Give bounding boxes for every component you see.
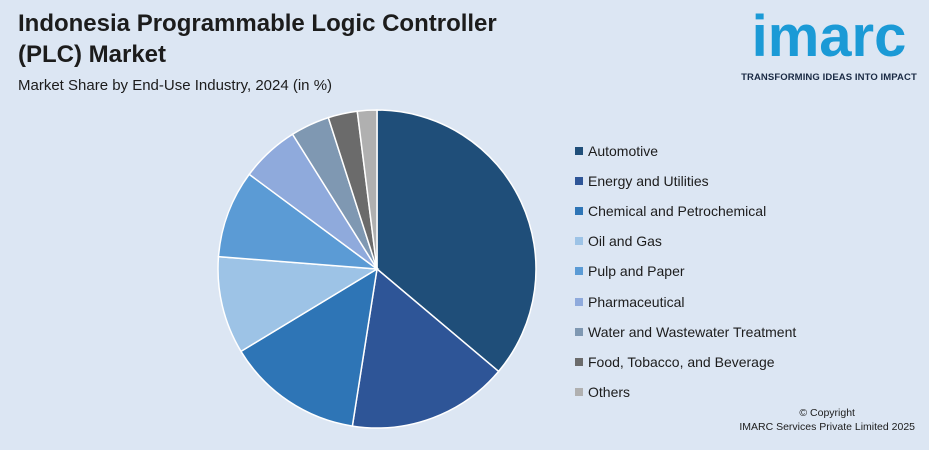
legend-item-pharmaceutical: Pharmaceutical (575, 286, 796, 316)
legend-swatch (575, 237, 583, 246)
pie-slice-energy-and-utilities (351, 267, 500, 429)
legend-item-automotive: Automotive (575, 136, 796, 166)
legend-label: Energy and Utilities (588, 173, 709, 190)
legend-swatch (575, 147, 583, 156)
legend-label: Water and Wastewater Treatment (588, 323, 797, 340)
legend-swatch (575, 387, 583, 396)
legend-label: Automotive (588, 143, 659, 160)
legend-item-water-and-wastewater-treatment: Water and Wastewater Treatment (575, 317, 796, 347)
legend-swatch (575, 177, 583, 186)
legend-swatch (575, 357, 583, 366)
imarc-logo: imarc TRANSFORMING IDEAS INTO IMPACT (738, 4, 920, 90)
chart-title: Indonesia Programmable Logic Controller … (18, 8, 618, 70)
legend-item-energy-and-utilities: Energy and Utilities (575, 166, 796, 196)
legend-swatch (575, 297, 583, 306)
legend-swatch (575, 327, 583, 336)
legend-item-chemical-and-petrochemical: Chemical and Petrochemical (575, 196, 796, 226)
legend-label: Pulp and Paper (588, 263, 685, 280)
chart-legend: Automotive Energy and Utilities Chemical a… (575, 136, 796, 407)
legend-item-others: Others (575, 377, 796, 407)
legend-swatch (575, 267, 583, 276)
legend-label: Pharmaceutical (588, 293, 685, 310)
pie-slice-others (356, 109, 378, 270)
legend-label: Oil and Gas (588, 233, 662, 250)
title-line-2: (PLC) Market (18, 41, 167, 68)
legend-label: Chemical and Petrochemical (588, 203, 767, 220)
legend-swatch (575, 207, 583, 216)
legend-label: Others (588, 383, 631, 400)
chart-subtitle: Market Share by End-Use Industry, 2024 (… (18, 77, 333, 94)
copyright-line-1: © Copyright (799, 407, 855, 419)
title-line-1: Indonesia Programmable Logic Controller (18, 10, 497, 37)
pie-slice-chemical-and-petrochemical (239, 267, 378, 427)
legend-item-food-tobacco-and-beverage: Food, Tobacco, and Beverage (575, 347, 796, 377)
pie-slice-oil-and-gas (217, 255, 380, 353)
logo-wordmark: imarc (751, 4, 907, 69)
pie-slice-automotive (376, 109, 537, 373)
copyright-notice: © Copyright IMARC Services Private Limit… (739, 406, 915, 434)
legend-label: Food, Tobacco, and Beverage (588, 353, 775, 370)
legend-item-pulp-and-paper: Pulp and Paper (575, 256, 796, 286)
pie-slice-pulp-and-paper (217, 173, 380, 270)
legend-item-oil-and-gas: Oil and Gas (575, 226, 796, 256)
copyright-line-2: IMARC Services Private Limited 2025 (739, 421, 915, 433)
logo-tagline: TRANSFORMING IDEAS INTO IMPACT (741, 72, 917, 83)
